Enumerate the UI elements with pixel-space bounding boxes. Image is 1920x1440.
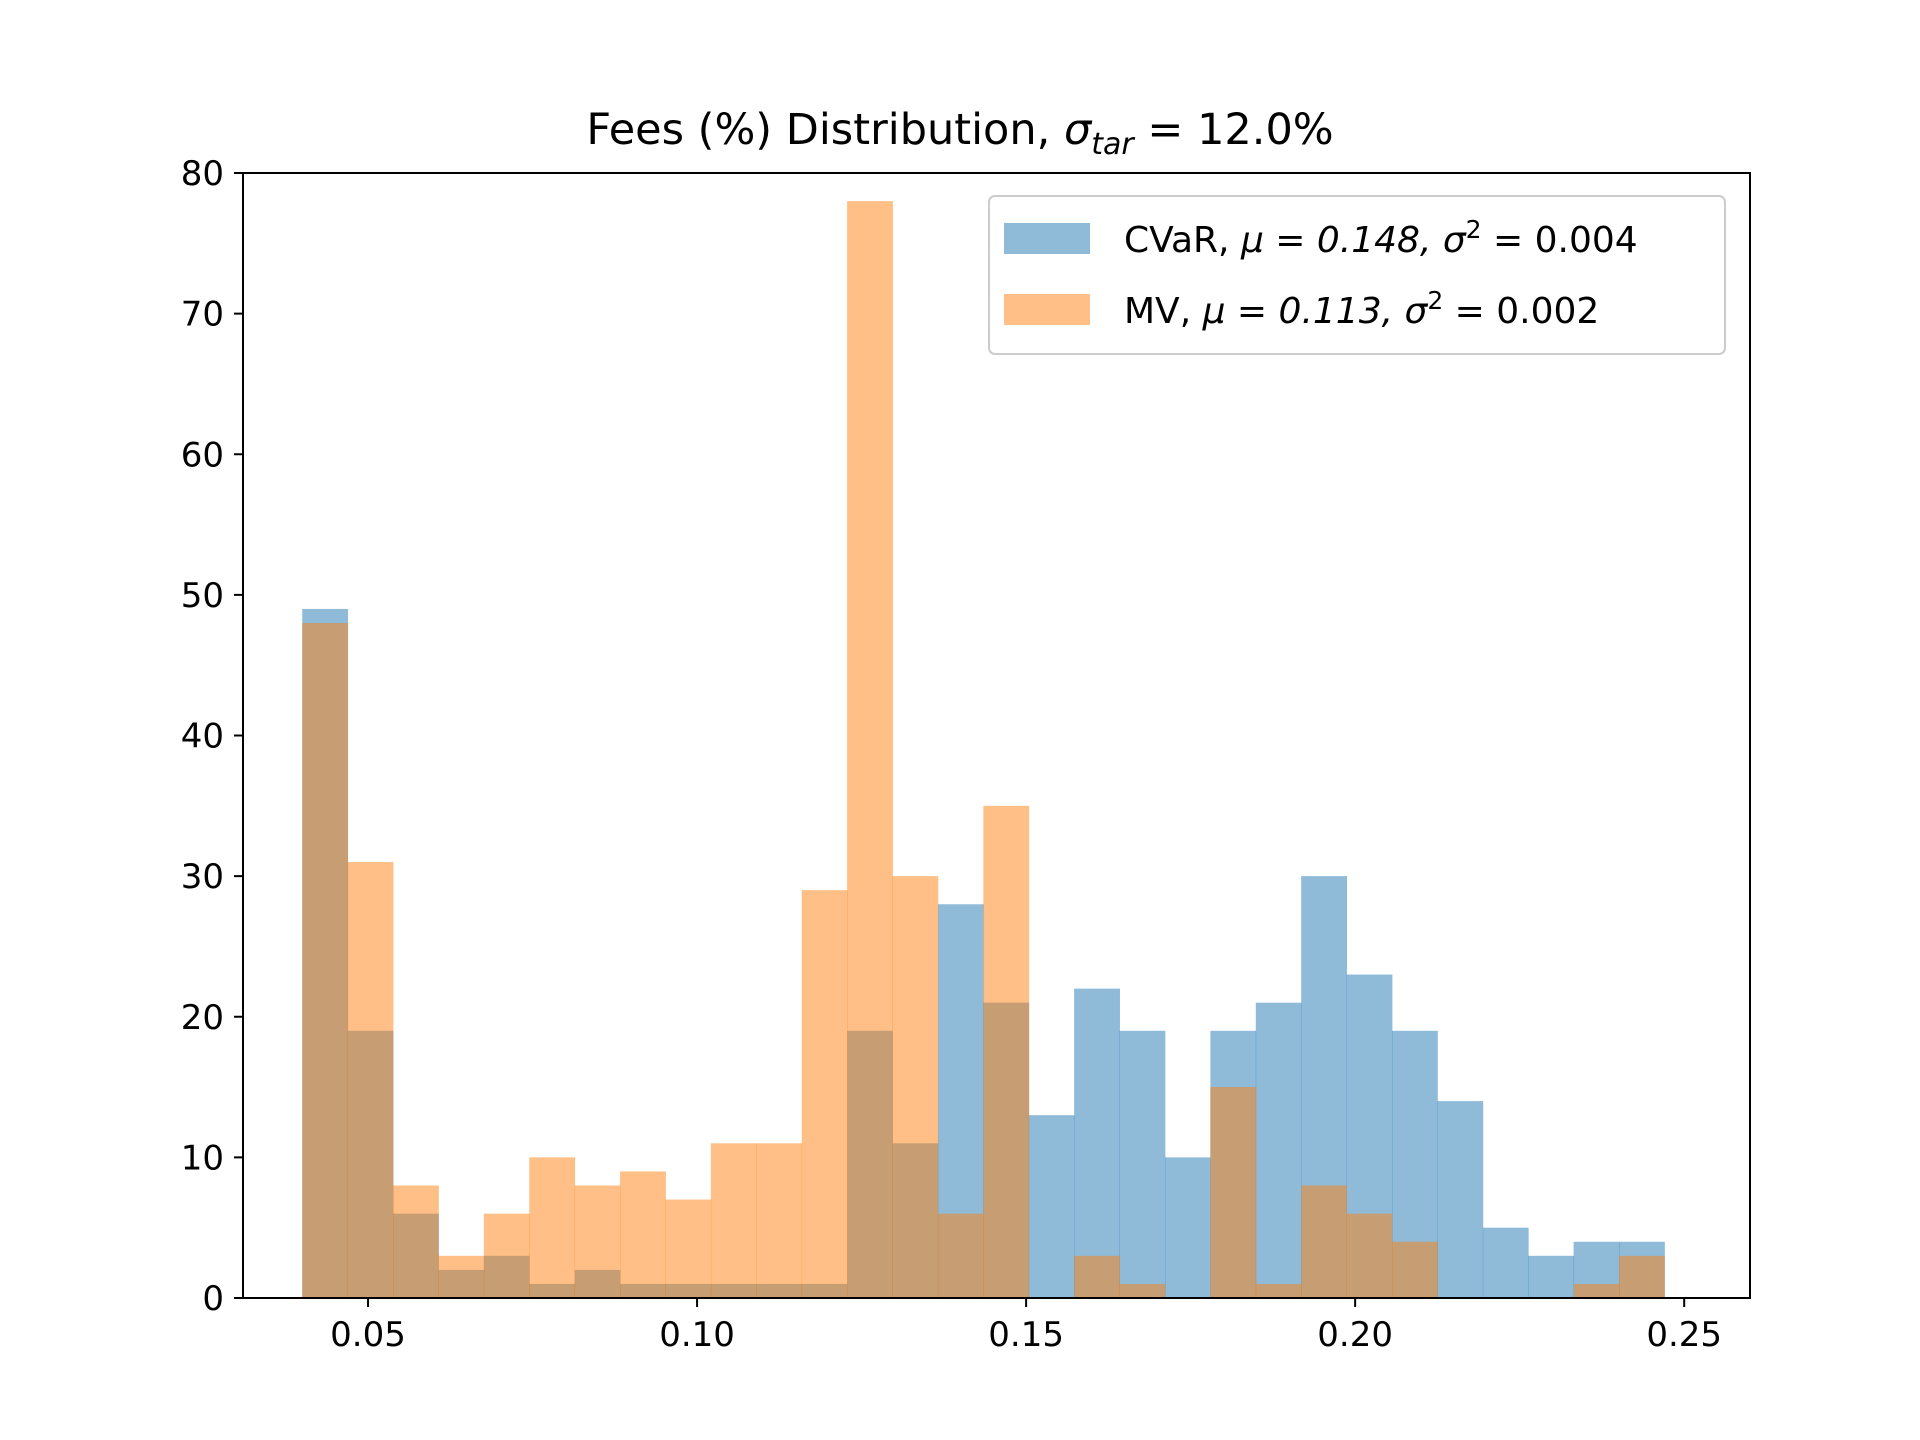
y-tick-label-6: 60 bbox=[181, 435, 224, 475]
y-tick-label-3: 30 bbox=[181, 857, 224, 897]
bar-mv-7 bbox=[620, 1171, 666, 1298]
bar-cvar-26 bbox=[1482, 1227, 1529, 1298]
bar-cvar-21 bbox=[1255, 1002, 1302, 1298]
y-tick-label-2: 20 bbox=[181, 998, 224, 1038]
bar-mv-2 bbox=[393, 1185, 439, 1298]
bar-mv-20 bbox=[1210, 1087, 1257, 1298]
legend-label-cvar: CVaR, μ = 0.148, σ2 = 0.004 bbox=[1124, 215, 1638, 261]
bar-mv-28 bbox=[1573, 1283, 1620, 1298]
legend-swatch-mv bbox=[1004, 294, 1090, 325]
legend: CVaR, μ = 0.148, σ2 = 0.004 MV, μ = 0.11… bbox=[988, 195, 1726, 355]
bar-mv-13 bbox=[892, 876, 939, 1299]
bar-mv-24 bbox=[1392, 1241, 1438, 1298]
y-tick-label-4: 40 bbox=[181, 717, 224, 757]
legend-swatch-cvar bbox=[1004, 223, 1090, 254]
bar-mv-23 bbox=[1346, 1213, 1393, 1299]
title-suffix: = 12.0% bbox=[1134, 105, 1334, 155]
y-tick-label-7: 70 bbox=[181, 295, 224, 335]
bar-mv-3 bbox=[438, 1255, 485, 1298]
bar-mv-0 bbox=[302, 623, 349, 1298]
x-tick-label-2: 0.15 bbox=[988, 1315, 1064, 1355]
bar-mv-6 bbox=[574, 1185, 621, 1298]
ticks-layer: 0.05 0.10 0.15 0.20 0.25 0 10 20 30 40 50 60 70 80 bbox=[181, 154, 1722, 1355]
bar-mv-1 bbox=[347, 862, 394, 1298]
bars-layer bbox=[302, 201, 1665, 1299]
x-tick-label-4: 0.25 bbox=[1646, 1315, 1722, 1355]
x-tick-label-3: 0.20 bbox=[1317, 1315, 1393, 1355]
bar-cvar-27 bbox=[1528, 1255, 1575, 1298]
bar-mv-22 bbox=[1301, 1185, 1347, 1298]
y-tick-label-8: 80 bbox=[181, 154, 224, 194]
bar-mv-17 bbox=[1074, 1255, 1120, 1298]
bar-mv-21 bbox=[1255, 1283, 1302, 1298]
title-prefix: Fees (%) Distribution, bbox=[586, 105, 1064, 155]
bar-mv-14 bbox=[937, 1213, 984, 1299]
bar-cvar-16 bbox=[1028, 1115, 1075, 1298]
bar-mv-10 bbox=[756, 1143, 803, 1298]
bar-mv-8 bbox=[665, 1199, 712, 1298]
y-tick-label-5: 50 bbox=[181, 576, 224, 616]
chart-title: Fees (%) Distribution, σtar = 12.0% bbox=[586, 105, 1333, 162]
bar-mv-4 bbox=[483, 1213, 530, 1299]
legend-label-mv: MV, μ = 0.113, σ2 = 0.002 bbox=[1124, 286, 1599, 332]
x-tick-label-0: 0.05 bbox=[330, 1315, 406, 1355]
bar-mv-9 bbox=[710, 1143, 757, 1298]
title-symbol: σ bbox=[1064, 105, 1093, 155]
bar-mv-12 bbox=[847, 201, 893, 1299]
bar-mv-18 bbox=[1119, 1283, 1166, 1298]
bar-mv-11 bbox=[801, 890, 848, 1298]
legend-box bbox=[988, 195, 1726, 355]
bar-cvar-17 bbox=[1074, 988, 1120, 1299]
bar-cvar-19 bbox=[1164, 1157, 1211, 1299]
bar-cvar-25 bbox=[1437, 1101, 1484, 1299]
x-tick-label-1: 0.10 bbox=[659, 1315, 735, 1355]
title-subscript: tar bbox=[1091, 127, 1135, 162]
bar-mv-15 bbox=[983, 805, 1030, 1298]
bar-mv-5 bbox=[529, 1157, 576, 1299]
bar-cvar-18 bbox=[1119, 1030, 1166, 1298]
y-tick-label-1: 10 bbox=[181, 1138, 224, 1178]
plot-frame bbox=[242, 172, 1751, 1299]
y-tick-label-0: 0 bbox=[202, 1279, 224, 1319]
bar-mv-29 bbox=[1619, 1255, 1665, 1298]
